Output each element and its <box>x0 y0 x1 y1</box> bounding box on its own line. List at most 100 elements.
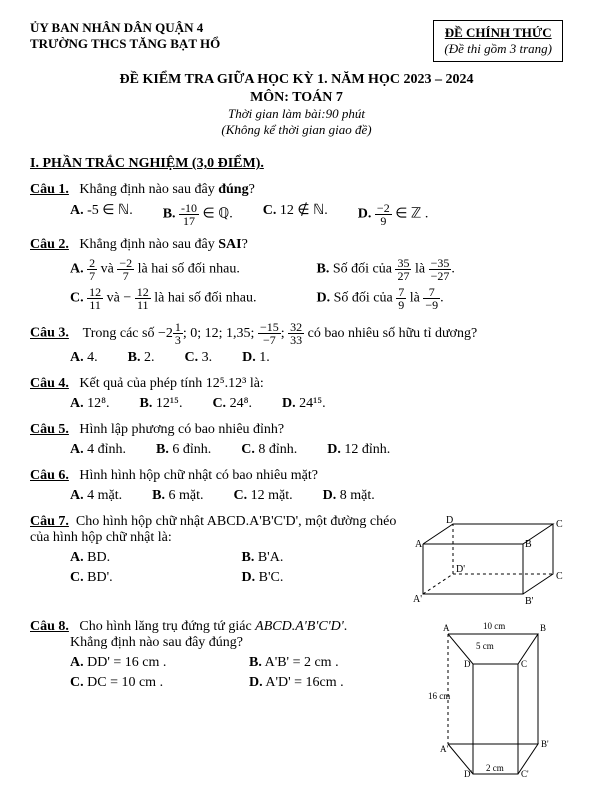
question-2: Câu 2. Khẳng định nào sau đây SAI? A. 27… <box>30 237 563 311</box>
option-c: C. 1211 và − 1211 là hai số đối nhau. <box>70 286 317 311</box>
option-c: C. 12 ∉ ℕ. <box>263 202 328 227</box>
option-d: D. B'C. <box>242 570 414 586</box>
options: A. 4 đỉnh. B. 6 đỉnh. C. 8 đỉnh. D. 12 đ… <box>70 442 563 458</box>
issuer-line1: ỦY BAN NHÂN DÂN QUẬN 4 <box>30 20 220 36</box>
option-d: D. 24¹⁵. <box>282 396 326 412</box>
dim-top: 10 cm <box>483 621 505 631</box>
official-box: ĐỀ CHÍNH THỨC (Đề thi gồm 3 trang) <box>433 20 563 62</box>
question-text: Trong các số −213; 0; 12; 1,35; −15−7; 3… <box>79 326 477 341</box>
official-title: ĐỀ CHÍNH THỨC <box>444 25 552 41</box>
option-a: A. DD' = 16 cm . <box>70 655 249 671</box>
vertex-A: A <box>415 539 423 550</box>
option-b: B. Số đối của 3527 là −35−27. <box>317 257 564 282</box>
vertex-B: B <box>525 539 532 550</box>
option-c: C. 3. <box>184 350 212 366</box>
question-7: Câu 7. Cho hình hộp chữ nhật ABCD.A'B'C'… <box>30 514 563 609</box>
page-header: ỦY BAN NHÂN DÂN QUẬN 4 TRƯỜNG THCS TĂNG … <box>30 20 563 62</box>
prism-figure: A B C D A' B' C' D' 10 cm 5 cm 16 cm 2 c… <box>428 619 563 779</box>
question-text: Hình lập phương có bao nhiêu đỉnh? <box>79 422 284 437</box>
exam-title: ĐỀ KIỂM TRA GIỮA HỌC KỲ 1. NĂM HỌC 2023 … <box>30 72 563 88</box>
question-number: Câu 2. <box>30 237 69 252</box>
vertex-D: D <box>446 515 453 526</box>
option-c: C. 24⁸. <box>212 396 252 412</box>
options: A. 12⁸. B. 12¹⁵. C. 24⁸. D. 24¹⁵. <box>70 396 563 412</box>
question-text: Kết quả của phép tính 12⁵.12³ là: <box>79 376 263 391</box>
vertex-Bp: B' <box>525 596 534 607</box>
option-a: A. 4. <box>70 350 98 366</box>
option-a: A. 12⁸. <box>70 396 110 412</box>
question-number: Câu 6. <box>30 468 69 483</box>
vertex-D: D <box>464 659 471 669</box>
option-d: D. −29 ∈ ℤ . <box>358 202 429 227</box>
dim-bottom: 2 cm <box>486 763 504 773</box>
cuboid-figure: A B C D A' B' C' D' <box>413 514 563 609</box>
options: A. -5 ∈ ℕ. B. -1017 ∈ ℚ. C. 12 ∉ ℕ. D. −… <box>70 202 563 227</box>
option-a: A. BD. <box>70 550 242 566</box>
vertex-B: B <box>540 623 546 633</box>
issuer-line2: TRƯỜNG THCS TĂNG BẠT HỔ <box>30 36 220 52</box>
exam-time-note: (Không kể thời gian giao đề) <box>30 122 563 138</box>
question-5: Câu 5. Hình lập phương có bao nhiêu đỉnh… <box>30 422 563 458</box>
options: A. 4 mặt. B. 6 mặt. C. 12 mặt. D. 8 mặt. <box>70 488 563 504</box>
option-b: B. B'A. <box>242 550 414 566</box>
question-text-2: Khẳng định nào sau đây đúng? <box>70 635 428 651</box>
option-c: C. BD'. <box>70 570 242 586</box>
vertex-Ap: A' <box>440 744 448 754</box>
option-b: B. 2. <box>128 350 155 366</box>
official-page-note: (Đề thi gồm 3 trang) <box>444 41 552 57</box>
options: A. DD' = 16 cm . B. A'B' = 2 cm . C. DC … <box>70 655 428 691</box>
option-b: B. 12¹⁵. <box>140 396 183 412</box>
question-number: Câu 8. <box>30 619 69 634</box>
option-b: B. -1017 ∈ ℚ. <box>163 202 233 227</box>
option-d: D. 1. <box>242 350 270 366</box>
question-number: Câu 3. <box>30 326 69 341</box>
vertex-C: C <box>556 519 563 530</box>
option-b: B. 6 mặt. <box>152 488 203 504</box>
option-d: D. A'D' = 16cm . <box>249 675 428 691</box>
dim-slant: 5 cm <box>476 641 494 651</box>
option-d: D. Số đối của 79 là 7−9. <box>317 286 564 311</box>
vertex-Ap: A' <box>413 594 422 605</box>
question-text-1: Cho hình lăng trụ đứng tứ giác ABCD.A'B'… <box>79 619 347 634</box>
question-number: Câu 7. <box>30 514 69 529</box>
vertex-Cp: C' <box>556 571 563 582</box>
section-heading: I. PHẦN TRẮC NGHIỆM (3,0 ĐIỂM). <box>30 156 563 172</box>
options: A. BD. B. B'A. C. BD'. D. B'C. <box>70 550 413 586</box>
question-text: Hình hình hộp chữ nhật có bao nhiêu mặt? <box>79 468 318 483</box>
option-a: A. 27 và −27 là hai số đối nhau. <box>70 257 317 282</box>
vertex-C: C <box>521 659 527 669</box>
question-4: Câu 4. Kết quả của phép tính 12⁵.12³ là:… <box>30 376 563 412</box>
question-number: Câu 4. <box>30 376 69 391</box>
issuer: ỦY BAN NHÂN DÂN QUẬN 4 TRƯỜNG THCS TĂNG … <box>30 20 220 52</box>
vertex-A: A <box>443 623 450 633</box>
option-c: C. 8 đỉnh. <box>241 442 297 458</box>
option-d: D. 12 đỉnh. <box>327 442 390 458</box>
question-number: Câu 5. <box>30 422 69 437</box>
option-d: D. 8 mặt. <box>323 488 375 504</box>
exam-title-block: ĐỀ KIỂM TRA GIỮA HỌC KỲ 1. NĂM HỌC 2023 … <box>30 72 563 138</box>
option-c: C. 12 mặt. <box>233 488 292 504</box>
vertex-Dp: D' <box>464 769 472 779</box>
option-c: C. DC = 10 cm . <box>70 675 249 691</box>
option-b: B. 6 đỉnh. <box>156 442 211 458</box>
option-a: A. 4 đỉnh. <box>70 442 126 458</box>
option-b: B. A'B' = 2 cm . <box>249 655 428 671</box>
vertex-Bp: B' <box>541 739 549 749</box>
exam-time: Thời gian làm bài:90 phút <box>30 106 563 122</box>
option-a: A. -5 ∈ ℕ. <box>70 202 133 227</box>
vertex-Cp: C' <box>521 769 529 779</box>
question-3: Câu 3. Trong các số −213; 0; 12; 1,35; −… <box>30 321 563 366</box>
vertex-Dp: D' <box>456 564 465 575</box>
question-1: Câu 1. Khẳng định nào sau đây đúng? A. -… <box>30 182 563 227</box>
option-a: A. 4 mặt. <box>70 488 122 504</box>
question-8: Câu 8. Cho hình lăng trụ đứng tứ giác AB… <box>30 619 563 779</box>
dim-height: 16 cm <box>428 691 450 701</box>
options: A. 27 và −27 là hai số đối nhau. B. Số đ… <box>70 257 563 311</box>
question-number: Câu 1. <box>30 182 69 197</box>
question-text: Cho hình hộp chữ nhật ABCD.A'B'C'D', một… <box>30 514 396 545</box>
exam-subject: MÔN: TOÁN 7 <box>30 90 563 106</box>
question-6: Câu 6. Hình hình hộp chữ nhật có bao nhi… <box>30 468 563 504</box>
question-text: Khẳng định nào sau đây đúng? <box>79 182 254 197</box>
options: A. 4. B. 2. C. 3. D. 1. <box>70 350 563 366</box>
question-text: Khẳng định nào sau đây SAI? <box>79 237 247 252</box>
